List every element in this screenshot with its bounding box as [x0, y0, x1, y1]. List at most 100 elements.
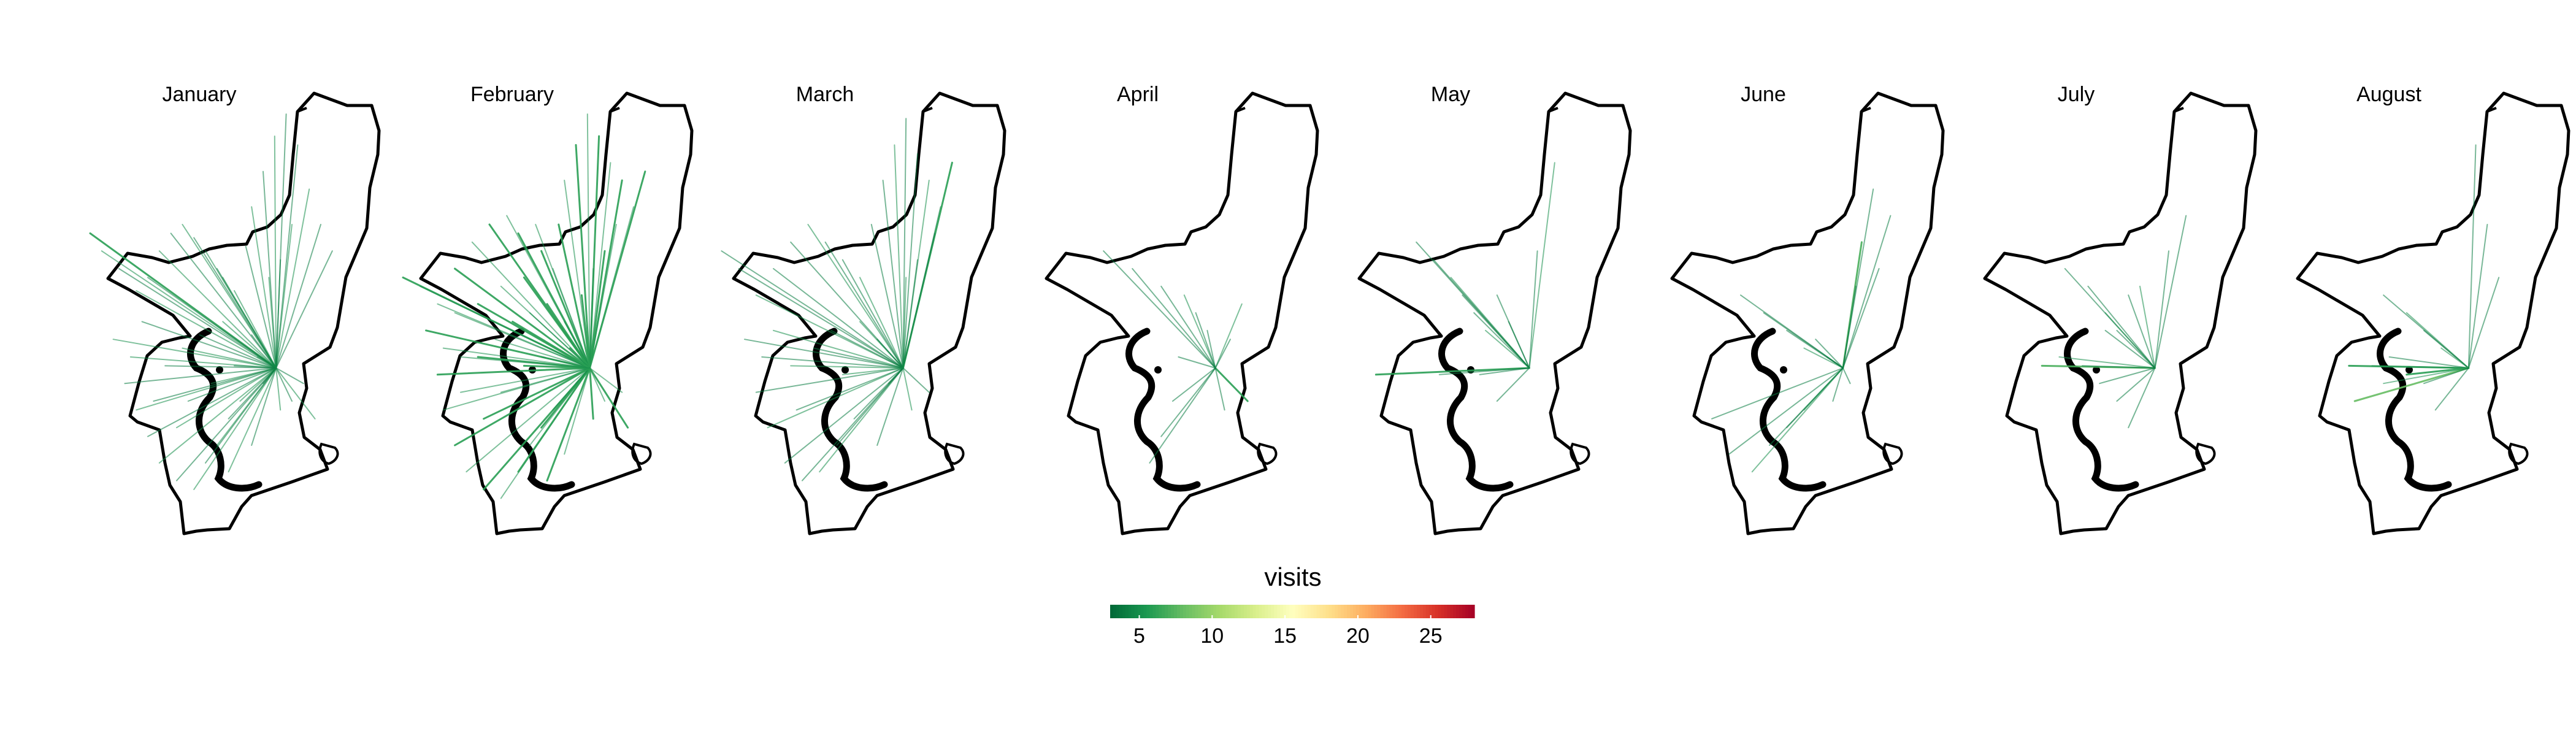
panel-march: March: [721, 83, 1005, 534]
flow-line: [1214, 367, 1249, 402]
flow-line: [245, 246, 277, 369]
legend-color-step: [1274, 605, 1278, 618]
legend-color-step: [1389, 605, 1393, 618]
legend-color-step: [1159, 605, 1162, 618]
legend-color-step: [1325, 605, 1329, 618]
flow-line: [263, 367, 277, 385]
flow-line: [500, 367, 591, 393]
flow-line: [454, 367, 591, 447]
flow-line: [176, 367, 277, 429]
legend-color-step: [1271, 605, 1275, 618]
legend-color-step: [1268, 605, 1271, 618]
panel-january: January: [89, 83, 379, 534]
legend-color-step: [1335, 605, 1338, 618]
flow-line: [2116, 367, 2156, 402]
flow-line: [841, 367, 904, 375]
legend-color-step: [1428, 605, 1433, 618]
flow-line: [755, 367, 904, 393]
legend-color-step: [1398, 605, 1402, 618]
legend-color-step: [1173, 605, 1178, 618]
legend-color-step: [1359, 605, 1363, 618]
flow-line: [436, 367, 591, 376]
flow-line: [870, 224, 904, 369]
flow-line: [158, 250, 277, 369]
legend-color-step: [1243, 605, 1248, 618]
flow-line: [2405, 367, 2470, 376]
legend-color-step: [1447, 605, 1451, 618]
flow-line: [1832, 367, 1844, 402]
flow-line: [239, 367, 277, 402]
flow-line: [1842, 367, 1851, 385]
flow-line: [268, 277, 277, 369]
legend-color-step: [1456, 605, 1460, 618]
flow-line: [176, 367, 277, 481]
flow-line: [1195, 312, 1216, 369]
flow-line: [500, 285, 591, 369]
legend-tick-label: 15: [1273, 624, 1297, 648]
panel-july: July: [1985, 83, 2256, 534]
legend-color-step: [1234, 605, 1238, 618]
flow-line: [1751, 367, 1844, 473]
legend-color-step: [1189, 605, 1193, 618]
region-outline: [2298, 93, 2569, 534]
legend-color-step: [1168, 605, 1171, 618]
flow-line: [589, 367, 629, 429]
legend-color-step: [1176, 605, 1181, 618]
panel-february: February: [402, 83, 692, 534]
legend-color-step: [1362, 605, 1366, 618]
legend-color-step: [1313, 605, 1317, 618]
region-outline: [1359, 93, 1630, 534]
flow-line: [275, 367, 293, 402]
legend-ticks: 5 10 15 20 25: [1133, 615, 1443, 648]
flow-line: [2104, 312, 2156, 369]
legend-color-step: [1414, 605, 1417, 618]
legend-color-step: [1262, 605, 1266, 618]
legend-color-step: [1192, 605, 1196, 618]
legend-color-step: [1405, 605, 1408, 618]
flow-line: [738, 268, 904, 369]
flow-line: [1132, 268, 1216, 369]
flow-line: [228, 367, 277, 420]
flow-line: [790, 365, 904, 369]
legend-color-step: [1338, 605, 1341, 618]
flow-line: [222, 277, 277, 369]
legend-color-step: [1128, 605, 1132, 618]
legend-color-step: [1156, 605, 1159, 618]
legend-color-step: [1134, 605, 1138, 618]
panel-may: May: [1359, 83, 1630, 534]
legend-color-step: [1380, 605, 1384, 618]
flow-line: [2154, 250, 2169, 369]
flow-line: [147, 367, 277, 437]
legend-color-step: [1304, 605, 1308, 618]
flow-line: [1103, 250, 1216, 369]
flow-line: [841, 259, 904, 369]
legend-color-step: [1468, 605, 1472, 618]
flow-line: [1214, 339, 1231, 369]
flow-line: [2116, 329, 2156, 369]
flow-line: [888, 367, 904, 385]
flow-line: [274, 136, 277, 369]
flow-line: [580, 294, 591, 369]
legend-color-step: [1453, 605, 1457, 618]
legend-tick-label: 20: [1346, 624, 1370, 648]
legend-color-step: [1122, 605, 1126, 618]
legend-color-step: [1341, 605, 1344, 618]
flow-line: [902, 232, 936, 369]
flow-line: [2128, 294, 2156, 369]
legend-color-step: [1237, 605, 1241, 618]
flow-line: [902, 277, 907, 369]
flow-line: [1438, 367, 1530, 375]
legend-tick-label: 5: [1133, 624, 1145, 648]
panel-april: April: [1046, 83, 1317, 534]
flow-line: [275, 188, 310, 369]
legend-color-step: [1137, 605, 1141, 618]
flow-line: [1485, 329, 1530, 369]
flow-line: [187, 367, 277, 402]
legend-color-step: [1471, 605, 1475, 618]
flow-line: [1815, 339, 1844, 369]
legend-color-step: [1432, 605, 1436, 618]
legend-color-step: [1408, 605, 1411, 618]
legend-color-step: [1374, 605, 1378, 618]
flow-line: [902, 367, 930, 393]
flow-line: [2128, 367, 2156, 429]
